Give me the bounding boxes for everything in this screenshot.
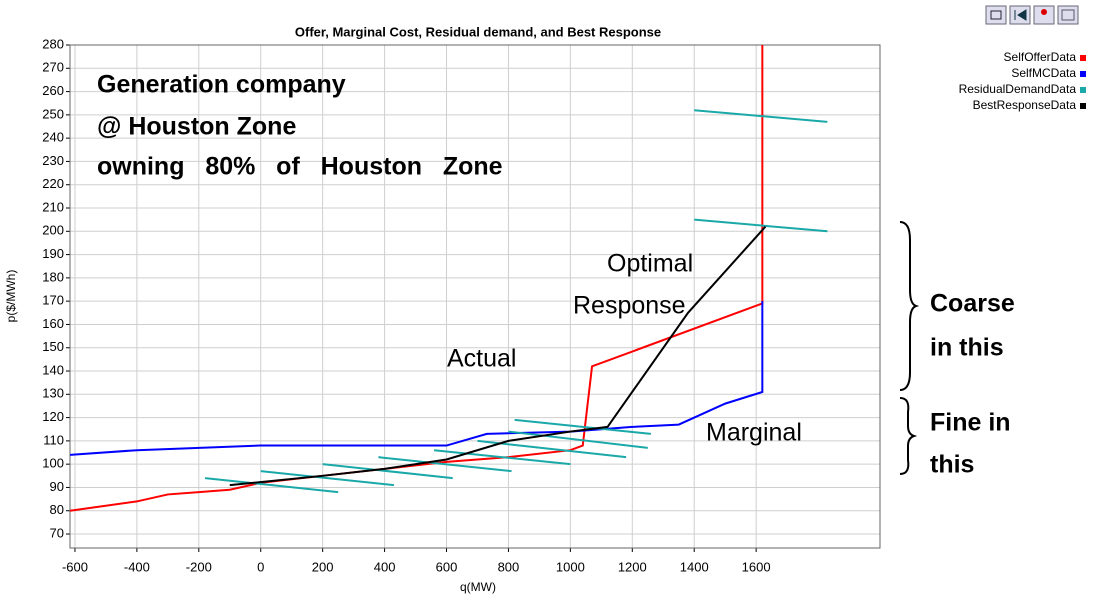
x-tick-label: 1400 [680,559,709,574]
series-line [204,109,828,494]
annotation: @ Houston Zone [97,113,296,141]
legend-label: SelfMCData [1011,66,1076,80]
y-tick-label: 140 [42,362,64,377]
icon [1061,9,1075,21]
plot-area: 70 80 90 100 110 120 130 140 150 160 170 180 190 200 2… [42,36,881,574]
y-tick-label: 80 [50,502,64,517]
annotation: Optimal [607,250,693,278]
x-tick-label: -400 [124,559,150,574]
brace [899,397,918,475]
annotation: Marginal [706,419,802,447]
y-tick-label: 120 [42,409,64,424]
annotation: Actual [447,345,516,373]
series-line [229,225,767,487]
legend-swatch [1080,87,1086,93]
x-axis-label: q(MW) [460,580,496,594]
y-tick-label: 210 [42,199,64,214]
y-tick-label: 190 [42,246,64,261]
print-button[interactable] [985,5,1007,25]
x-tick-label: 1200 [618,559,647,574]
y-tick-label: 280 [42,36,64,51]
annotation: Response [573,292,686,320]
x-tick-label: -200 [186,559,212,574]
plot-frame [69,44,881,549]
x-tick-label: 600 [436,559,458,574]
y-tick-label: 110 [43,432,64,447]
zoom-button[interactable] [1057,5,1079,25]
legend-swatch [1080,55,1086,61]
legend-swatch [1080,71,1086,77]
y-tick-label: 100 [42,456,64,471]
y-tick-label: 90 [50,479,64,494]
y-tick-label: 260 [42,83,64,98]
annotation: Coarse [930,290,1015,318]
y-tick-label: 130 [42,386,64,401]
x-tick-label: 400 [374,559,396,574]
x-tick-label: 0 [257,559,264,574]
y-tick-label: 70 [50,525,64,540]
y-tick-label: 220 [42,176,64,191]
y-tick-label: 240 [42,130,64,145]
legend-label: BestResponseData [973,98,1077,112]
icon [1041,9,1047,15]
legend-label: ResidualDemandData [959,82,1077,96]
annotation: this [930,451,974,479]
legend-swatch [1080,103,1086,109]
x-tick-label: 200 [312,559,334,574]
annotation: owning 80% of Houston Zone [97,153,503,181]
y-tick-label: 200 [42,223,64,238]
y-tick-label: 170 [42,293,64,308]
icon [1014,9,1027,21]
x-tick-label: 800 [498,559,520,574]
brace [899,221,920,391]
icon [990,10,1002,20]
x-tick-label: 1600 [742,559,771,574]
x-tick-label: -600 [62,559,88,574]
y-tick-label: 250 [42,106,64,121]
y-tick-label: 180 [42,269,64,284]
chart-title: Offer, Marginal Cost, Residual demand, a… [295,24,661,39]
annotation: in this [930,334,1004,362]
annotation: Fine in [930,409,1011,437]
y-tick-label: 160 [42,316,64,331]
y-tick-label: 270 [42,60,64,75]
annotation: Generation company [97,71,346,99]
y-axis-label: p($/MWh) [4,270,18,323]
y-tick-label: 230 [42,153,64,168]
x-tick-label: 1000 [556,559,585,574]
y-tick-label: 150 [42,339,64,354]
toolbar [985,5,1079,25]
legend-label: SelfOfferData [1004,50,1077,64]
